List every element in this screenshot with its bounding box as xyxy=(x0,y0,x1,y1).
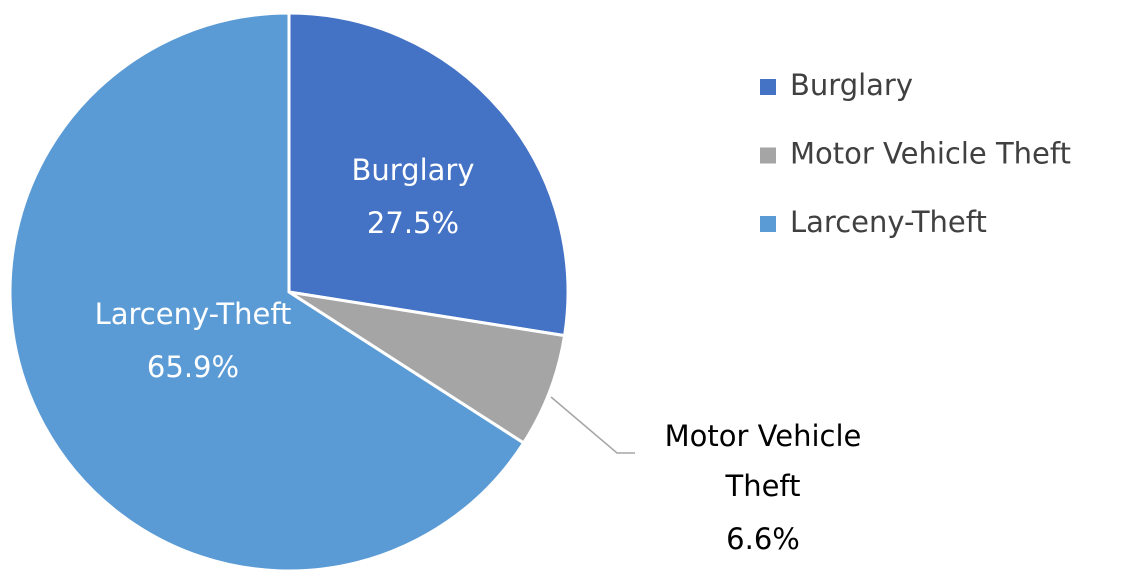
legend-swatch xyxy=(760,147,776,164)
data-label-name: Burglary xyxy=(351,153,474,187)
label-line: Burglary xyxy=(351,153,474,187)
pie-slice xyxy=(8,11,526,570)
label-line: Larceny-Theft xyxy=(95,297,292,331)
data-label-value: 65.9% xyxy=(147,350,239,384)
data-label-value: 6.6% xyxy=(726,522,800,556)
pie-slice xyxy=(287,11,570,338)
legend-label: Motor Vehicle Theft xyxy=(790,137,1071,171)
label-line: Theft xyxy=(724,469,800,503)
data-label-name: Motor Vehicle Theft xyxy=(665,419,862,503)
legend-label: Larceny-Theft xyxy=(790,205,987,239)
data-label-value: 27.5% xyxy=(367,206,459,240)
pie-slice xyxy=(288,290,567,446)
data-label-name: Larceny-Theft xyxy=(95,297,292,331)
legend-swatch xyxy=(760,79,776,95)
legend-label: Burglary xyxy=(790,68,913,102)
legend-swatch xyxy=(760,216,776,232)
label-line: Motor Vehicle xyxy=(665,419,862,453)
leader-line xyxy=(550,396,635,454)
